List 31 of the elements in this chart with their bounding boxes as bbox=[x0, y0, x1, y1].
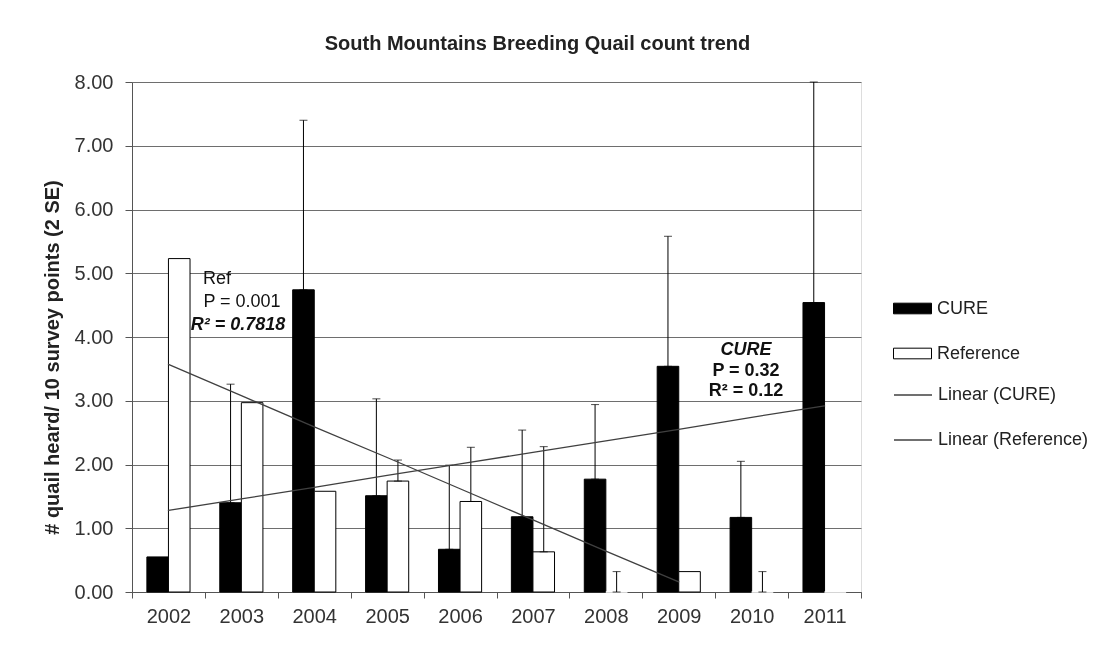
x-tick-label: 2011 bbox=[803, 604, 847, 627]
legend-label: CURE bbox=[937, 297, 989, 318]
y-axis-title: # quail heard/ 10 survey points (2 SE) bbox=[40, 180, 63, 535]
chart-title: South Mountains Breeding Quail count trend bbox=[324, 32, 751, 54]
x-tick-label: 2006 bbox=[438, 604, 483, 627]
annotation: R² = 0.7818 bbox=[190, 314, 286, 334]
legend-label: Linear (CURE) bbox=[938, 384, 1057, 404]
legend-label: Reference bbox=[937, 342, 1021, 363]
y-tick-label: 4.00 bbox=[74, 325, 114, 348]
y-tick-label: 7.00 bbox=[74, 134, 114, 157]
x-tick-label: 2007 bbox=[511, 604, 556, 627]
y-tick-label: 1.00 bbox=[74, 516, 114, 539]
annotation: P = 0.001 bbox=[203, 291, 281, 311]
y-tick-label: 5.00 bbox=[74, 261, 114, 284]
x-tick-label: 2010 bbox=[729, 604, 775, 627]
legend-label: Linear (Reference) bbox=[938, 429, 1089, 449]
x-tick-label: 2009 bbox=[657, 604, 702, 627]
annotation: Ref bbox=[202, 268, 232, 288]
y-tick-label: 8.00 bbox=[74, 70, 114, 93]
annotation: CURE bbox=[720, 339, 773, 359]
x-tick-label: 2002 bbox=[146, 604, 192, 627]
x-tick-label: 2003 bbox=[219, 604, 265, 627]
x-tick-label: 2004 bbox=[292, 604, 337, 627]
y-tick-label: 2.00 bbox=[74, 453, 114, 475]
annotation: P = 0.32 bbox=[712, 360, 780, 380]
x-tick-label: 2005 bbox=[365, 604, 410, 627]
y-tick-label: 3.00 bbox=[74, 389, 114, 412]
x-tick-label: 2008 bbox=[584, 604, 629, 627]
annotation: R² = 0.12 bbox=[708, 380, 784, 400]
y-tick-label: 6.00 bbox=[74, 198, 114, 220]
y-tick-label: 0.00 bbox=[74, 580, 114, 603]
